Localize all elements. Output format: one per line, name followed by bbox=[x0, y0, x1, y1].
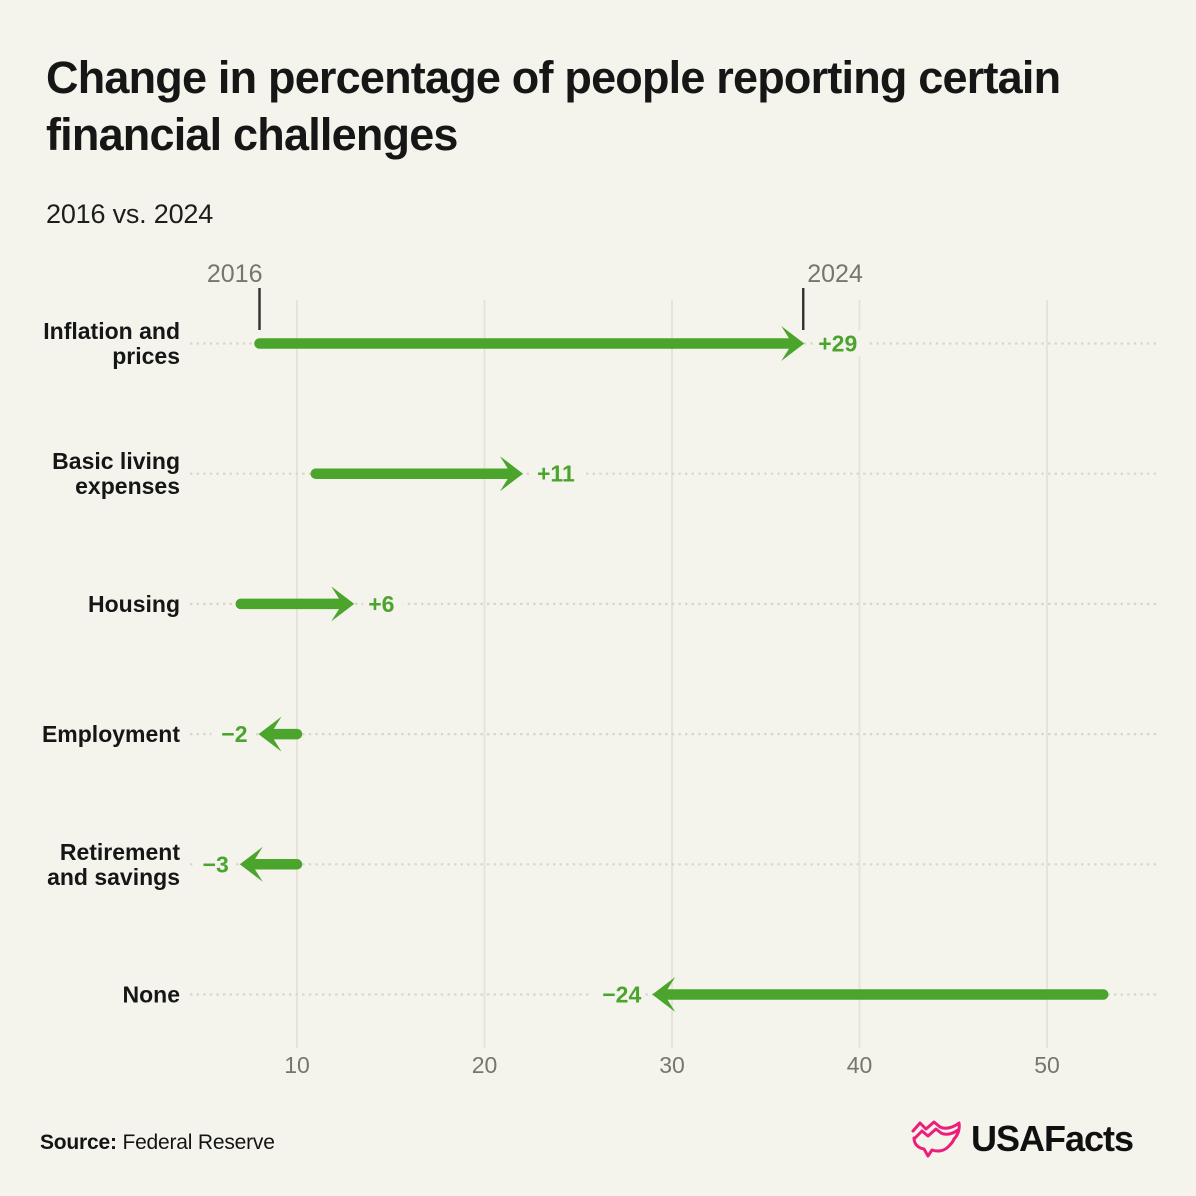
year-start-label: 2016 bbox=[207, 260, 263, 288]
change-label-mask bbox=[592, 981, 646, 1008]
x-axis-tick-label: 40 bbox=[847, 1052, 873, 1078]
change-label-mask bbox=[813, 330, 867, 357]
row-label: Employment bbox=[42, 721, 180, 747]
usafacts-logo: USAFacts bbox=[910, 1118, 1134, 1160]
logo-ribbon-bottom bbox=[912, 1136, 956, 1158]
change-label-mask bbox=[192, 851, 233, 878]
row-label: and savings bbox=[47, 864, 180, 890]
row-label: Housing bbox=[88, 591, 180, 617]
x-axis-tick-label: 30 bbox=[659, 1052, 685, 1078]
logo-ribbon-mid bbox=[913, 1127, 960, 1140]
change-value-label: +29 bbox=[818, 331, 857, 357]
change-value-label: −2 bbox=[221, 721, 247, 747]
change-value-label: −3 bbox=[203, 851, 229, 877]
change-arrow-head bbox=[258, 716, 282, 752]
year-end-label: 2024 bbox=[807, 260, 863, 288]
logo-ribbon-top bbox=[911, 1120, 961, 1141]
usafacts-logo-text: USAFacts bbox=[971, 1118, 1134, 1159]
change-arrow-head bbox=[781, 326, 805, 361]
x-axis-tick-label: 20 bbox=[472, 1052, 498, 1078]
source-note: Source: Federal Reserve bbox=[40, 1131, 275, 1155]
row-label: Inflation and bbox=[43, 318, 180, 344]
change-label-mask bbox=[363, 590, 404, 617]
x-axis-tick-label: 10 bbox=[284, 1052, 310, 1078]
change-label-mask bbox=[211, 721, 252, 748]
row-label: expenses bbox=[75, 473, 180, 499]
change-arrow-head bbox=[652, 977, 676, 1012]
row-label: prices bbox=[112, 343, 180, 369]
chart-subtitle: 2016 vs. 2024 bbox=[46, 199, 214, 229]
usafacts-map-icon bbox=[911, 1120, 961, 1158]
chart-title: Change in percentage of people reporting… bbox=[46, 52, 1061, 160]
change-arrow-head bbox=[331, 586, 355, 622]
row-label: Basic living bbox=[52, 448, 180, 474]
source-value: Federal Reserve bbox=[122, 1131, 275, 1154]
row-label: Retirement bbox=[60, 839, 180, 865]
change-label-mask bbox=[532, 460, 585, 487]
row-label: None bbox=[123, 982, 181, 1008]
change-value-label: +11 bbox=[537, 461, 575, 487]
change-arrow-head bbox=[239, 846, 263, 882]
x-axis-tick-label: 50 bbox=[1034, 1052, 1060, 1078]
source-label: Source: bbox=[40, 1131, 117, 1154]
change-value-label: +6 bbox=[368, 591, 394, 617]
change-value-label: −24 bbox=[602, 982, 641, 1008]
change-arrow-head bbox=[500, 456, 523, 492]
